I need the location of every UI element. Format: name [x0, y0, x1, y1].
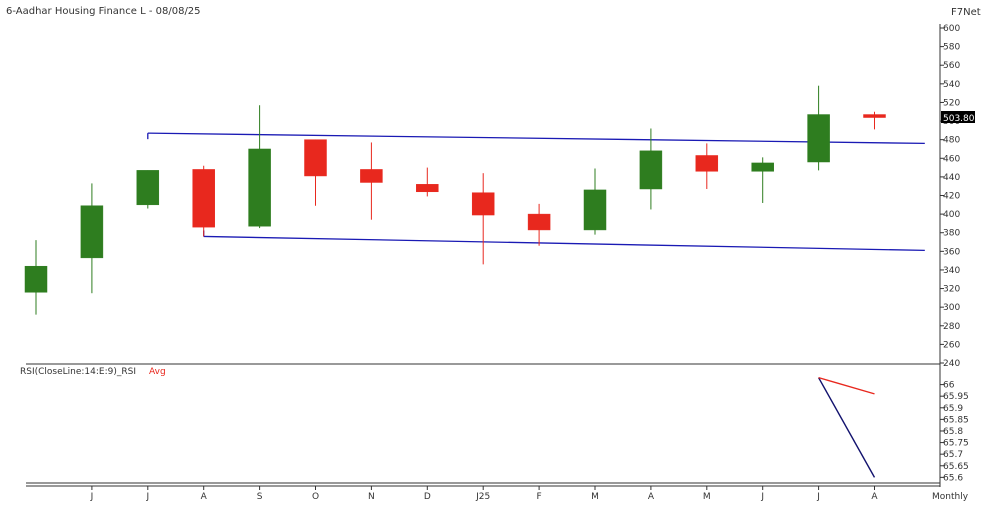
price-tick-label: 260 [943, 340, 960, 350]
upper-trendline [147, 132, 925, 145]
rsi-legend-avg: Avg [149, 367, 166, 377]
price-tick-label: 460 [943, 154, 960, 164]
candle-body-up [751, 162, 774, 172]
time-tick-label: M [703, 492, 711, 502]
brand-label: F7Net [951, 7, 981, 18]
rsi-tick-label: 65.75 [943, 439, 969, 449]
rsi-tick-label: 65.9 [943, 404, 963, 414]
time-axis: J J A S O N D J25 F M A M J J A [90, 486, 878, 502]
candle-body-up [807, 114, 830, 163]
candle-body-up [80, 205, 104, 259]
price-tick-label: 380 [943, 229, 960, 239]
price-tick-label: 520 [943, 98, 960, 108]
candle-body-down [527, 213, 551, 231]
candle-body-down [695, 155, 719, 172]
candle-body-down [360, 169, 383, 183]
time-tick-label: N [368, 492, 375, 502]
candle-body-up [583, 189, 607, 231]
candle-body-up [639, 150, 663, 190]
time-tick-label: J25 [475, 492, 490, 502]
rsi-tick-label: 65.8 [943, 427, 963, 437]
rsi-avg-line [818, 376, 875, 395]
period-label: Monthly [932, 492, 969, 502]
price-tick-label: 600 [943, 24, 960, 34]
candlesticks [24, 85, 886, 315]
last-price-tag: 503.80 [941, 111, 975, 124]
time-tick-label: F [537, 492, 542, 502]
candle-body-down [192, 169, 215, 228]
price-axis: 240 260 280 300 320 340 360 380 400 420 440 460 480 5… [940, 24, 960, 369]
rsi-tick-label: 65.95 [943, 392, 969, 402]
rsi-tick-label: 65.85 [943, 415, 969, 425]
time-tick-label: J [145, 492, 149, 502]
price-tick-label: 340 [943, 266, 960, 276]
time-tick-label: J [816, 492, 820, 502]
time-tick-label: A [871, 492, 878, 502]
time-tick-label: A [201, 492, 208, 502]
price-tick-label: 420 [943, 192, 960, 202]
time-tick-label: D [424, 492, 431, 502]
last-price-value: 503.80 [943, 114, 975, 124]
price-tick-label: 280 [943, 322, 960, 332]
price-tick-label: 560 [943, 61, 960, 71]
time-tick-label: M [591, 492, 599, 502]
time-tick-label: S [257, 492, 263, 502]
chart-title: 6-Aadhar Housing Finance L - 08/08/25 [6, 6, 201, 17]
price-tick-label: 300 [943, 303, 960, 313]
time-tick-label: A [648, 492, 655, 502]
candle-body-down [471, 192, 495, 216]
rsi-tick-label: 65.6 [943, 473, 963, 483]
rsi-legend-label: RSI(CloseLine:14:E:9)_RSI [20, 367, 136, 377]
rsi-tick-label: 65.65 [943, 462, 969, 472]
price-tick-label: 580 [943, 43, 960, 53]
rsi-tick-label: 65.7 [943, 450, 963, 460]
candle-body-up [248, 148, 271, 227]
candle-body-down [416, 184, 439, 193]
rsi-lines [817, 376, 876, 478]
lower-trendline [203, 235, 925, 252]
time-tick-label: J [760, 492, 764, 502]
price-tick-label: 540 [943, 80, 960, 90]
time-tick-label: J [90, 492, 94, 502]
price-tick-label: 480 [943, 136, 960, 146]
candle-body-up [24, 265, 48, 293]
price-tick-label: 360 [943, 247, 960, 257]
rsi-tick-label: 66 [943, 381, 955, 391]
rsi-line [817, 377, 876, 478]
price-tick-label: 400 [943, 210, 960, 220]
price-tick-label: 440 [943, 173, 960, 183]
candle-body-down [304, 139, 327, 177]
price-tick-label: 240 [943, 359, 960, 369]
candle-body-down [863, 114, 886, 118]
candle-body-up [136, 170, 160, 206]
time-tick-label: O [312, 492, 319, 502]
price-tick-label: 320 [943, 285, 960, 295]
